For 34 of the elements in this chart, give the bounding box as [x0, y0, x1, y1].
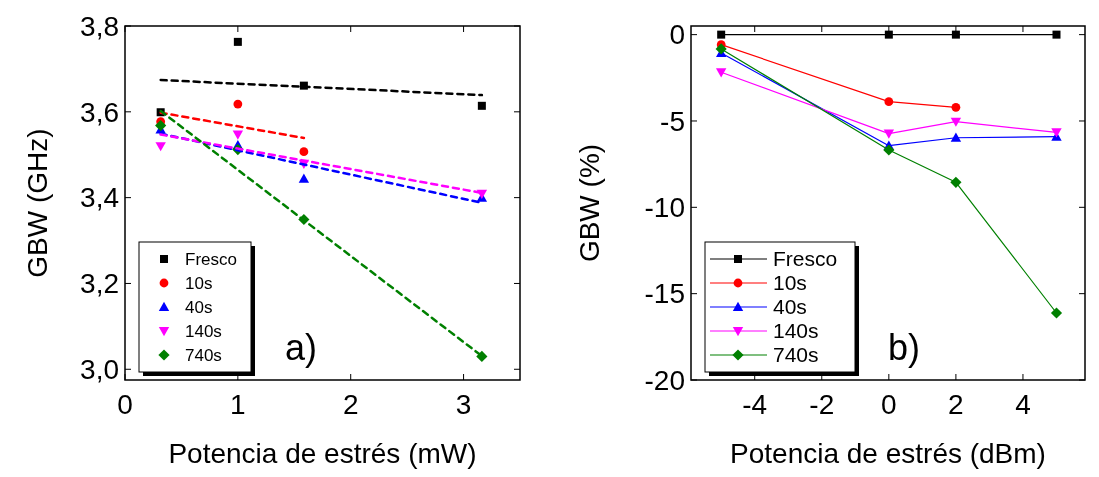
legend-label: Fresco [185, 249, 237, 269]
x-tick-label: 0 [881, 389, 897, 420]
y-tick-label: -20 [644, 364, 685, 396]
y-tick-label: -5 [660, 105, 685, 137]
y-tick-label: 3,2 [80, 268, 119, 300]
annotation: a) [285, 327, 318, 368]
legend-label: 40s [185, 297, 213, 317]
x-tick-label: 4 [1015, 389, 1031, 420]
annotation: b) [888, 327, 921, 368]
x-tick-label: 3 [455, 389, 472, 420]
legend-label: 740s [773, 343, 819, 367]
x-axis-title: Potencia de estrés (mW) [168, 438, 477, 469]
legend-label: 10s [773, 271, 807, 295]
legend-label: 40s [773, 295, 807, 319]
y-axis-title: GBW (%) [574, 143, 605, 263]
x-tick-label: -2 [809, 389, 835, 420]
legend-label: 740s [185, 345, 222, 365]
y-tick-label: -15 [644, 278, 685, 310]
x-tick-label: 2 [948, 389, 964, 420]
y-axis-title: GBW (GHz) [22, 128, 53, 278]
y-tick-label: -10 [644, 192, 685, 224]
y-tick-label: 0 [669, 19, 685, 51]
legend-label: 140s [185, 321, 222, 341]
legend-label: 10s [185, 273, 213, 293]
legend-label: Fresco [773, 247, 838, 271]
x-tick-label: 2 [342, 389, 359, 420]
y-tick-label: 3,6 [80, 96, 119, 128]
y-tick-label: 3,4 [80, 182, 119, 214]
legend-label: 140s [773, 319, 819, 343]
x-axis-title: Potencia de estrés (dBm) [730, 438, 1046, 469]
y-tick-label: 3,8 [80, 10, 119, 42]
x-tick-label: -4 [742, 389, 768, 420]
y-tick-label: 3,0 [80, 354, 119, 386]
x-tick-label: 1 [230, 389, 246, 420]
